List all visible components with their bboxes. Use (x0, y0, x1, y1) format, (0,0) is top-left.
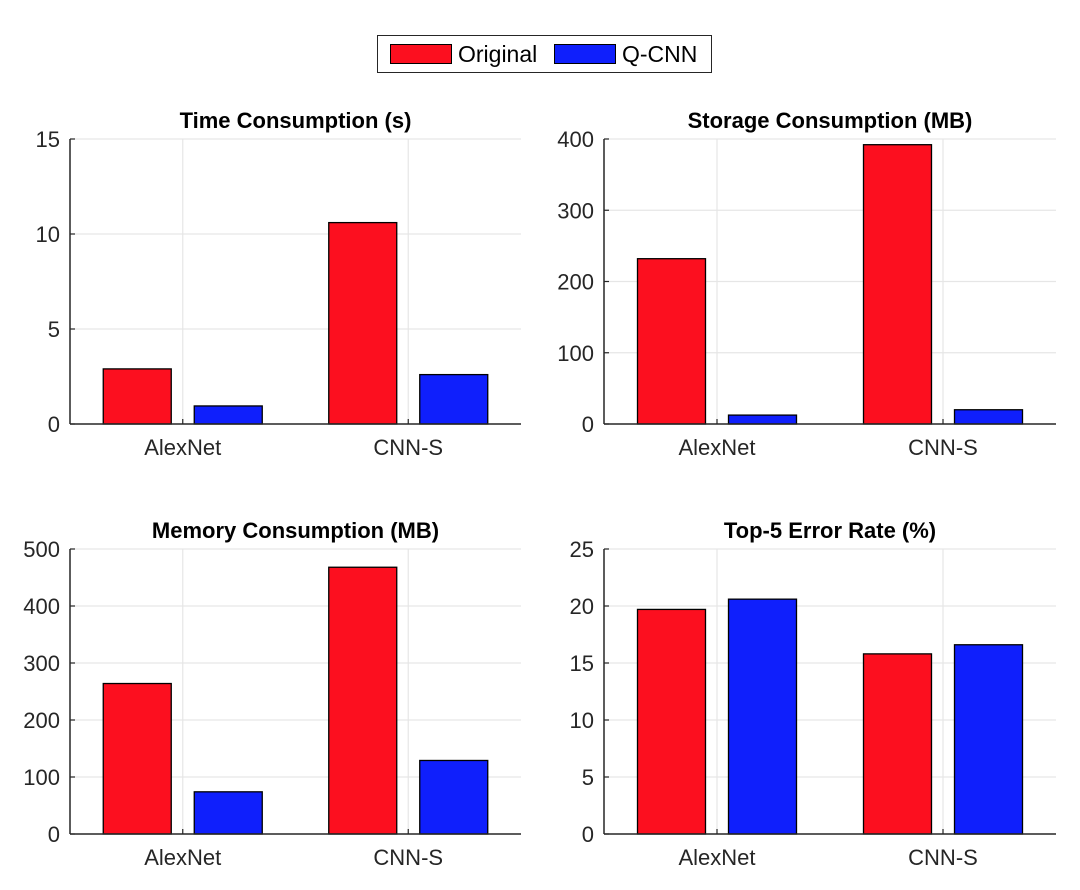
chart-title: Memory Consumption (MB) (152, 518, 439, 543)
bar-qcnn-alexnet (193, 405, 263, 425)
x-tick-label-alexnet: AlexNet (678, 845, 755, 870)
y-tick-label-2: 200 (23, 708, 60, 733)
y-tick-label-2: 200 (557, 270, 594, 295)
y-tick-label-0: 0 (582, 412, 594, 437)
legend-label-qcnn: Q-CNN (622, 40, 698, 67)
y-tick-label-3: 15 (36, 127, 60, 152)
bar-original-cnn-s (862, 653, 933, 835)
bar-qcnn-cnn-s (419, 759, 489, 835)
chart-title: Storage Consumption (MB) (688, 108, 973, 133)
x-tick-label-cnn-s: CNN-S (908, 435, 978, 460)
bar-qcnn-cnn-s (953, 644, 1024, 835)
chart-3: 0 100 200 300 400 500 AlexNet CNN-S Memory Consu… (23, 518, 521, 870)
y-tick-label-3: 15 (570, 651, 594, 676)
bar-original-cnn-s (862, 144, 933, 425)
x-tick-label-alexnet: AlexNet (144, 435, 221, 460)
y-tick-label-0: 0 (48, 412, 60, 437)
bar-original-alexnet (102, 682, 172, 835)
chart-1: 0 5 10 15 AlexNet CNN-S Time Consumption (s) (36, 108, 521, 460)
legend-label-original: Original (458, 40, 538, 67)
y-tick-label-1: 100 (557, 341, 594, 366)
bar-qcnn-alexnet (727, 598, 798, 835)
y-tick-label-4: 400 (557, 127, 594, 152)
x-tick-label-alexnet: AlexNet (678, 435, 755, 460)
chart-4: 0 5 10 15 20 25 AlexNet CNN-S Top-5 Error Rate (… (570, 518, 1056, 870)
bar-qcnn-cnn-s (419, 373, 489, 425)
legend: Original Q-CNN (377, 35, 712, 73)
y-tick-label-2: 10 (36, 222, 60, 247)
y-tick-label-1: 5 (48, 317, 60, 342)
bar-qcnn-cnn-s (953, 409, 1024, 425)
legend-swatch-qcnn (554, 44, 616, 64)
legend-item-qcnn: Q-CNN (554, 40, 698, 67)
y-tick-label-4: 20 (570, 594, 594, 619)
y-tick-label-4: 400 (23, 594, 60, 619)
y-tick-label-5: 500 (23, 537, 60, 562)
x-tick-label-cnn-s: CNN-S (908, 845, 978, 870)
x-tick-label-alexnet: AlexNet (144, 845, 221, 870)
bar-original-alexnet (636, 608, 707, 835)
legend-item-original: Original (390, 40, 538, 67)
y-tick-label-1: 100 (23, 765, 60, 790)
bar-original-cnn-s (328, 566, 398, 835)
bar-qcnn-alexnet (727, 414, 798, 425)
bar-qcnn-alexnet (193, 791, 263, 835)
y-tick-label-0: 0 (582, 822, 594, 847)
y-tick-label-3: 300 (23, 651, 60, 676)
chart-title: Top-5 Error Rate (%) (724, 518, 936, 543)
y-tick-label-5: 25 (570, 537, 594, 562)
y-tick-label-3: 300 (557, 198, 594, 223)
chart-2: 0 100 200 300 400 AlexNet CNN-S Storage Consump… (557, 108, 1056, 460)
y-tick-label-0: 0 (48, 822, 60, 847)
y-tick-label-1: 5 (582, 765, 594, 790)
bar-original-alexnet (636, 258, 707, 425)
legend-swatch-original (390, 44, 452, 64)
y-tick-label-2: 10 (570, 708, 594, 733)
x-tick-label-cnn-s: CNN-S (373, 845, 443, 870)
x-tick-label-cnn-s: CNN-S (373, 435, 443, 460)
chart-title: Time Consumption (s) (180, 108, 412, 133)
bar-original-alexnet (102, 368, 172, 425)
bar-original-cnn-s (328, 221, 398, 425)
